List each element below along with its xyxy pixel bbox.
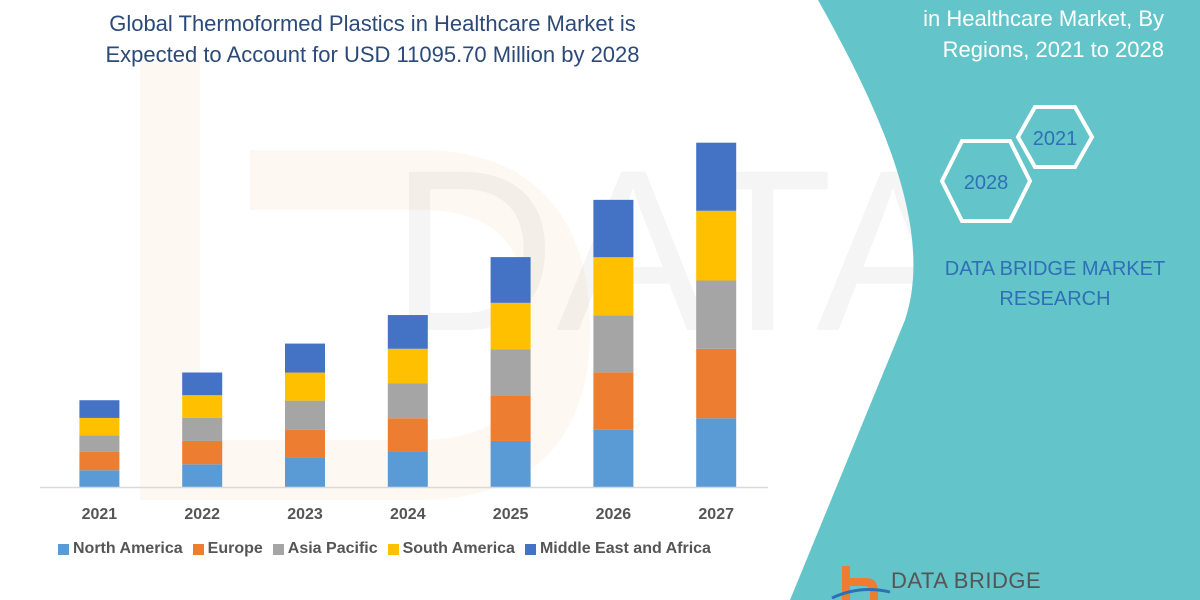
hex-label-start: 2021 [1033, 128, 1078, 150]
bar-segment-2024-asia-pacific [387, 383, 428, 419]
chart-title-line-1: Global Thermoformed Plastics in Healthca… [109, 11, 636, 36]
bar-segment-2027-north-america [696, 418, 737, 487]
side-title-line-1: in Healthcare Market, By [923, 6, 1164, 31]
bar-segment-2022-middle-east-and-africa [182, 372, 223, 396]
bar-segment-2023-north-america [285, 457, 325, 487]
bar-segment-2024-south-america [387, 348, 428, 384]
bar-segment-2025-asia-pacific [490, 349, 531, 396]
x-tick-label: 2027 [698, 506, 734, 523]
bar-segment-2024-europe [387, 418, 428, 452]
brand-line-1: DATA BRIDGE MARKET [944, 258, 1166, 280]
legend-label: Asia Pacific [287, 540, 378, 557]
bar-segment-2026-south-america [593, 257, 634, 316]
bar-segment-2023-europe [285, 429, 325, 458]
bar-segment-2025-north-america [490, 440, 531, 487]
bar-segment-2026-north-america [593, 429, 634, 487]
bar-segment-2025-south-america [490, 302, 531, 350]
bar-segment-2025-middle-east-and-africa [490, 257, 531, 303]
legend-label: Middle East and Africa [539, 540, 711, 557]
legend-label: North America [73, 540, 183, 557]
bar-segment-2023-south-america [285, 372, 325, 401]
bar-segment-2021-north-america [79, 470, 120, 487]
stacked-bar-chart: 2021 2022 2023 2024 2025 2026 2027 [40, 142, 768, 523]
bar-segment-2026-middle-east-and-africa [593, 199, 634, 258]
x-tick-label: 2021 [82, 506, 118, 523]
hexagon-2021 [1015, 105, 1095, 169]
bar-segment-2022-asia-pacific [182, 417, 223, 441]
bar-segment-2022-south-america [182, 395, 223, 418]
x-tick-label: 2022 [184, 506, 220, 523]
bar-segment-2022-north-america [182, 464, 223, 487]
legend-swatch [272, 543, 284, 555]
bar-segment-2024-middle-east-and-africa [387, 315, 428, 349]
legend-swatch [58, 543, 69, 555]
legend-label: South America [402, 540, 515, 557]
bar-segment-2027-asia-pacific [696, 280, 737, 349]
logo-text: DATA BRIDGE [891, 568, 1042, 593]
brand-name: DATA BRIDGE MARKET RESEARCH [920, 254, 1190, 314]
bar-segment-2021-middle-east-and-africa [79, 400, 120, 418]
hexagon-2028 [939, 139, 1033, 223]
legend-item: Middle East and Africa [524, 540, 711, 558]
bar-segment-2026-europe [593, 372, 634, 430]
hex-label-end: 2028 [964, 172, 1009, 194]
legend-swatch [192, 543, 204, 555]
bar-segment-2021-south-america [79, 417, 120, 436]
bar-segment-2027-middle-east-and-africa [696, 142, 737, 211]
legend-item: North America [58, 540, 183, 558]
legend-item: Europe [192, 540, 263, 558]
x-tick-label: 2026 [596, 506, 632, 523]
chart-legend: North America Europe Asia Pacific South Ame… [58, 540, 711, 558]
chart-title: Global Thermoformed Plastics in Healthca… [60, 8, 685, 70]
legend-swatch [524, 543, 536, 555]
x-tick-label: 2024 [390, 506, 426, 523]
watermark-logo [140, 60, 591, 500]
bar-segment-2025-europe [490, 395, 531, 441]
teal-side-panel [790, 0, 1200, 600]
brand-line-2: RESEARCH [999, 288, 1111, 310]
legend-item: South America [387, 540, 515, 558]
legend-label: Europe [207, 540, 263, 557]
logo-icon [831, 566, 891, 600]
bar-segment-2026-asia-pacific [593, 315, 634, 373]
bar-segment-2021-europe [79, 451, 120, 471]
bar-segment-2021-asia-pacific [79, 435, 120, 452]
legend-swatch [387, 543, 399, 555]
bar-segment-2024-north-america [387, 451, 428, 487]
bar-segment-2027-europe [696, 348, 737, 419]
bar-segment-2023-asia-pacific [285, 400, 325, 430]
side-panel-title: in Healthcare Market, By Regions, 2021 t… [864, 3, 1164, 65]
bar-segment-2027-south-america [696, 210, 737, 281]
bar-segment-2022-europe [182, 440, 223, 465]
chart-title-line-2: Expected to Account for USD 11095.70 Mil… [105, 42, 640, 67]
side-title-line-2: Regions, 2021 to 2028 [942, 37, 1164, 62]
legend-item: Asia Pacific [272, 540, 378, 558]
x-tick-label: 2025 [493, 506, 529, 523]
bar-segment-2023-middle-east-and-africa [285, 343, 325, 373]
x-tick-label: 2023 [287, 506, 323, 523]
